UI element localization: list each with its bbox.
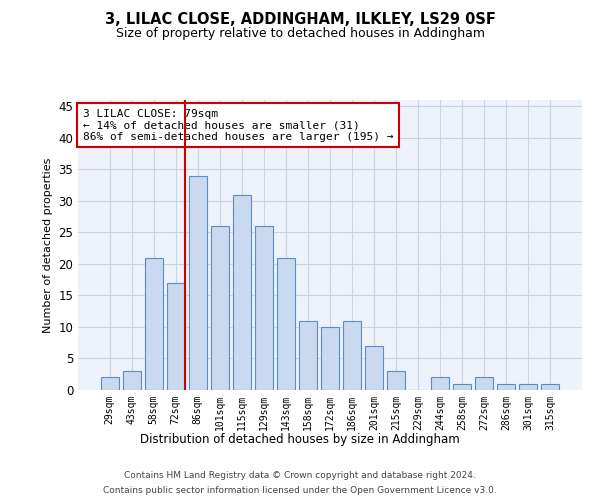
Text: Contains public sector information licensed under the Open Government Licence v3: Contains public sector information licen… <box>103 486 497 495</box>
Bar <box>189 176 206 390</box>
Bar <box>211 226 229 390</box>
Text: 3, LILAC CLOSE, ADDINGHAM, ILKLEY, LS29 0SF: 3, LILAC CLOSE, ADDINGHAM, ILKLEY, LS29 … <box>104 12 496 28</box>
Bar <box>233 194 251 390</box>
Bar <box>145 258 163 390</box>
Bar <box>123 371 140 390</box>
Bar <box>277 258 295 390</box>
Bar <box>255 226 273 390</box>
Text: 3 LILAC CLOSE: 79sqm
← 14% of detached houses are smaller (31)
86% of semi-detac: 3 LILAC CLOSE: 79sqm ← 14% of detached h… <box>83 108 394 142</box>
Bar <box>167 283 185 390</box>
Bar <box>454 384 471 390</box>
Bar <box>431 378 449 390</box>
Text: Contains HM Land Registry data © Crown copyright and database right 2024.: Contains HM Land Registry data © Crown c… <box>124 471 476 480</box>
Bar <box>520 384 537 390</box>
Bar <box>387 371 405 390</box>
Text: Distribution of detached houses by size in Addingham: Distribution of detached houses by size … <box>140 432 460 446</box>
Bar <box>497 384 515 390</box>
Y-axis label: Number of detached properties: Number of detached properties <box>43 158 53 332</box>
Bar <box>343 320 361 390</box>
Bar <box>321 327 339 390</box>
Bar <box>475 378 493 390</box>
Text: Size of property relative to detached houses in Addingham: Size of property relative to detached ho… <box>115 28 485 40</box>
Bar <box>541 384 559 390</box>
Bar <box>365 346 383 390</box>
Bar <box>101 378 119 390</box>
Bar <box>299 320 317 390</box>
